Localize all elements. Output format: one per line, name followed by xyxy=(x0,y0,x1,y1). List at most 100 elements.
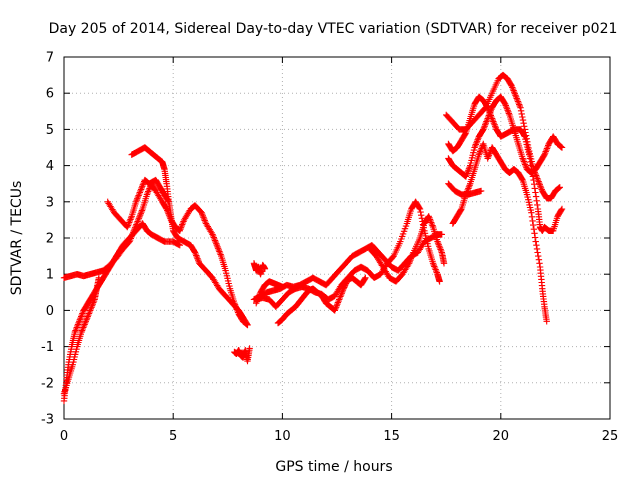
data-point xyxy=(136,190,143,198)
data-point xyxy=(543,318,550,325)
data-point xyxy=(408,253,415,261)
data-point xyxy=(513,95,520,102)
data-point xyxy=(125,220,132,228)
data-point xyxy=(536,260,543,267)
series-track-b xyxy=(60,220,183,405)
data-point xyxy=(529,173,537,180)
data-point xyxy=(530,226,538,233)
data-point xyxy=(127,214,135,221)
data-point xyxy=(361,275,368,283)
data-point xyxy=(418,212,425,219)
data-point xyxy=(82,319,89,326)
data-point xyxy=(336,296,343,303)
data-point xyxy=(279,283,286,291)
series-track-e xyxy=(128,144,251,329)
data-point xyxy=(193,252,200,259)
data-point xyxy=(532,238,539,245)
data-point xyxy=(488,113,495,121)
data-point xyxy=(409,250,416,258)
data-point xyxy=(209,231,216,238)
y-tick-label: 6 xyxy=(46,87,54,102)
data-point xyxy=(88,302,96,309)
data-point xyxy=(338,290,345,297)
data-point xyxy=(518,110,525,118)
data-point xyxy=(71,328,79,336)
data-point xyxy=(514,98,522,105)
data-point xyxy=(512,92,519,99)
data-point xyxy=(80,322,88,330)
y-tick-label: 3 xyxy=(46,195,54,210)
data-point xyxy=(78,313,85,320)
data-point xyxy=(85,310,93,317)
data-point xyxy=(79,325,86,333)
data-point xyxy=(485,153,492,160)
data-point xyxy=(74,322,81,330)
data-point xyxy=(73,325,80,333)
data-point xyxy=(194,255,201,262)
data-point xyxy=(78,328,85,336)
data-point xyxy=(211,237,219,244)
data-point xyxy=(464,168,471,175)
data-point xyxy=(535,252,542,260)
series-track-c xyxy=(60,274,103,397)
y-tick-label: 0 xyxy=(46,304,54,319)
data-point xyxy=(145,186,153,194)
data-point xyxy=(334,299,342,306)
data-point xyxy=(84,313,91,320)
data-point xyxy=(527,158,534,166)
data-point xyxy=(535,256,543,263)
x-tick-label: 20 xyxy=(493,429,510,444)
data-point xyxy=(261,265,269,272)
x-axis-label: GPS time / hours xyxy=(275,459,392,475)
data-point xyxy=(516,101,523,108)
data-point xyxy=(473,139,480,146)
y-tick-label: -1 xyxy=(41,340,54,355)
data-point xyxy=(339,287,347,294)
data-point xyxy=(477,148,484,155)
data-point xyxy=(79,310,86,317)
data-point xyxy=(509,85,517,93)
y-tick-label: -3 xyxy=(41,413,54,428)
series-track-g xyxy=(250,260,269,278)
x-tick-label: 10 xyxy=(274,429,291,444)
data-point xyxy=(76,316,84,323)
data-point xyxy=(213,240,220,247)
data-point xyxy=(465,165,473,172)
data-point xyxy=(436,243,443,250)
data-point xyxy=(429,222,436,229)
data-point xyxy=(503,104,510,111)
data-point xyxy=(210,234,217,241)
chart-title: Day 205 of 2014, Sidereal Day-to-day VTE… xyxy=(49,21,618,37)
data-point xyxy=(537,183,544,190)
data-point xyxy=(362,274,369,281)
data-point xyxy=(199,212,206,219)
data-point xyxy=(416,205,424,213)
data-point xyxy=(519,155,526,162)
data-point xyxy=(517,107,525,114)
data-point xyxy=(531,181,538,188)
data-point xyxy=(138,184,145,191)
axis-ticks: 0 5 10 15 20 25 -3 -2 -1 0 1 2 3 4 5 6 7 xyxy=(41,51,618,445)
data-point xyxy=(178,222,185,230)
data-point xyxy=(486,150,493,157)
data-point xyxy=(530,176,537,184)
data-point xyxy=(504,107,511,114)
data-point xyxy=(520,120,527,127)
data-point xyxy=(511,89,518,96)
data-point xyxy=(137,187,144,195)
series-track-n xyxy=(445,93,566,180)
data-point xyxy=(177,226,184,233)
data-point xyxy=(558,144,566,151)
data-point xyxy=(526,151,533,158)
data-point xyxy=(477,187,485,195)
data-point xyxy=(558,205,566,213)
data-point xyxy=(533,242,540,249)
series-track-p xyxy=(445,93,566,234)
data-point xyxy=(135,215,143,222)
y-tick-label: 4 xyxy=(46,159,54,174)
data-point xyxy=(426,216,434,223)
data-point xyxy=(179,219,187,227)
data-point xyxy=(508,82,515,90)
data-point xyxy=(533,197,540,204)
data-point xyxy=(136,212,144,219)
